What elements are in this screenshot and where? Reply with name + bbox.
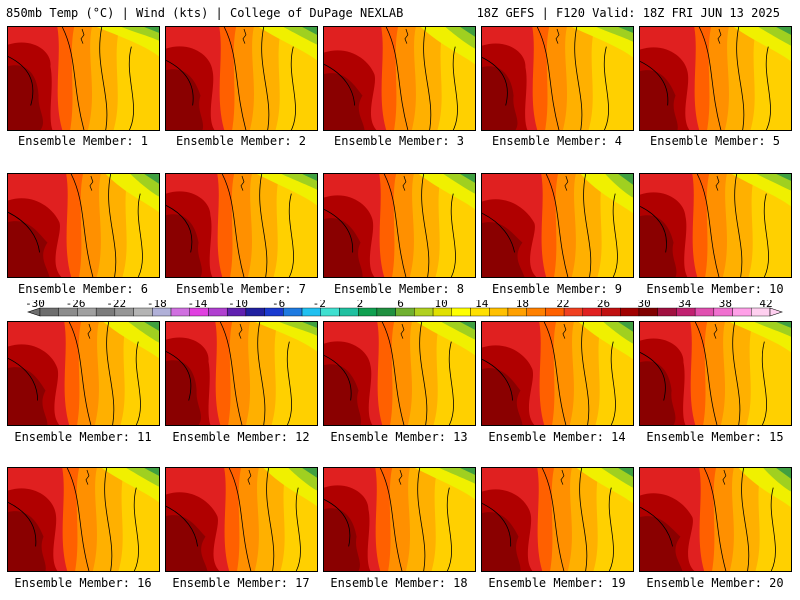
ensemble-member-map (481, 26, 634, 131)
temperature-colorbar: -30 -26 -22 -18 -14 -10 -6 -2 2 6 10 14 18 22 26 30 34 38… (0, 300, 800, 336)
colorbar-swatch (451, 307, 471, 317)
ensemble-member-map (165, 26, 318, 131)
colorbar-swatch (620, 307, 640, 317)
colorbar-tick-label: -10 (228, 300, 248, 310)
colorbar-swatch (657, 307, 677, 317)
colorbar-tick-label: 42 (759, 300, 772, 310)
panel-label: Ensemble Member: 1 (17, 134, 149, 148)
colorbar-swatch (245, 307, 265, 317)
panel-label: Ensemble Member: 15 (646, 430, 784, 444)
colorbar-swatch (376, 307, 396, 317)
colorbar-swatch (694, 307, 715, 317)
colorbar-tick-label: -30 (25, 300, 45, 310)
colorbar-tick-label: -18 (147, 300, 167, 310)
colorbar-tick-label: 30 (638, 300, 651, 310)
colorbar-tick-label: 34 (678, 300, 692, 310)
colorbar-tick-label: 22 (556, 300, 569, 310)
chart-title: 850mb Temp (°C) | Wind (kts) | College o… (6, 6, 404, 20)
colorbar-tick-label: 2 (357, 300, 364, 310)
ensemble-member-map (639, 173, 792, 278)
ensemble-member-map (165, 467, 318, 572)
panel-label: Ensemble Member: 14 (488, 430, 626, 444)
colorbar-swatch (489, 307, 509, 317)
ensemble-member-map (323, 26, 476, 131)
colorbar-swatch (414, 307, 434, 317)
colorbar-tick-label: -22 (106, 300, 126, 310)
ensemble-member-map (323, 173, 476, 278)
colorbar-tick-label: -14 (188, 300, 208, 310)
colorbar-swatch (208, 307, 228, 317)
ensemble-member-map (323, 321, 476, 426)
colorbar-swatch (732, 307, 752, 317)
colorbar-swatch (526, 307, 546, 317)
model-run-valid-time: 18Z GEFS | F120 Valid: 18Z FRI JUN 13 20… (476, 6, 780, 20)
ensemble-member-map (481, 173, 634, 278)
panel-label: Ensemble Member: 20 (646, 576, 784, 590)
panel-label: Ensemble Member: 12 (172, 430, 310, 444)
panel-label: Ensemble Member: 10 (646, 282, 784, 296)
colorbar-tick-label: -2 (313, 300, 326, 310)
ensemble-member-map (165, 173, 318, 278)
ensemble-member-map (7, 26, 160, 131)
colorbar-tick-label: 26 (597, 300, 610, 310)
panel-label: Ensemble Member: 16 (14, 576, 152, 590)
panel-label: Ensemble Member: 13 (330, 430, 468, 444)
panel-label: Ensemble Member: 4 (491, 134, 623, 148)
colorbar-tick-label: -6 (272, 300, 285, 310)
ensemble-member-map (639, 26, 792, 131)
panel-label: Ensemble Member: 18 (330, 576, 468, 590)
panel-label: Ensemble Member: 9 (491, 282, 623, 296)
colorbar-tick-label: -26 (66, 300, 86, 310)
ensemble-member-map (639, 321, 792, 426)
ensemble-member-map (7, 173, 160, 278)
colorbar-right-arrow (769, 307, 783, 317)
colorbar-swatch (339, 307, 359, 317)
panel-label: Ensemble Member: 17 (172, 576, 310, 590)
ensemble-member-map (323, 467, 476, 572)
colorbar-swatch (283, 307, 303, 317)
colorbar-tick-label: 18 (516, 300, 529, 310)
colorbar-tick-label: 6 (397, 300, 404, 310)
panel-label: Ensemble Member: 6 (17, 282, 149, 296)
colorbar-tick-label: 14 (475, 300, 489, 310)
panel-label: Ensemble Member: 19 (488, 576, 626, 590)
ensemble-member-map (7, 467, 160, 572)
colorbar-tick-label: 10 (434, 300, 447, 310)
ensemble-member-map (481, 467, 634, 572)
panel-label: Ensemble Member: 7 (175, 282, 307, 296)
ensemble-member-map (481, 321, 634, 426)
ensemble-member-map (165, 321, 318, 426)
panel-label: Ensemble Member: 5 (649, 134, 781, 148)
panel-label: Ensemble Member: 2 (175, 134, 307, 148)
ensemble-member-map (639, 467, 792, 572)
panel-label: Ensemble Member: 11 (14, 430, 152, 444)
panel-label: Ensemble Member: 8 (333, 282, 465, 296)
colorbar-tick-label: 38 (719, 300, 732, 310)
ensemble-member-map (7, 321, 160, 426)
panel-label: Ensemble Member: 3 (333, 134, 465, 148)
